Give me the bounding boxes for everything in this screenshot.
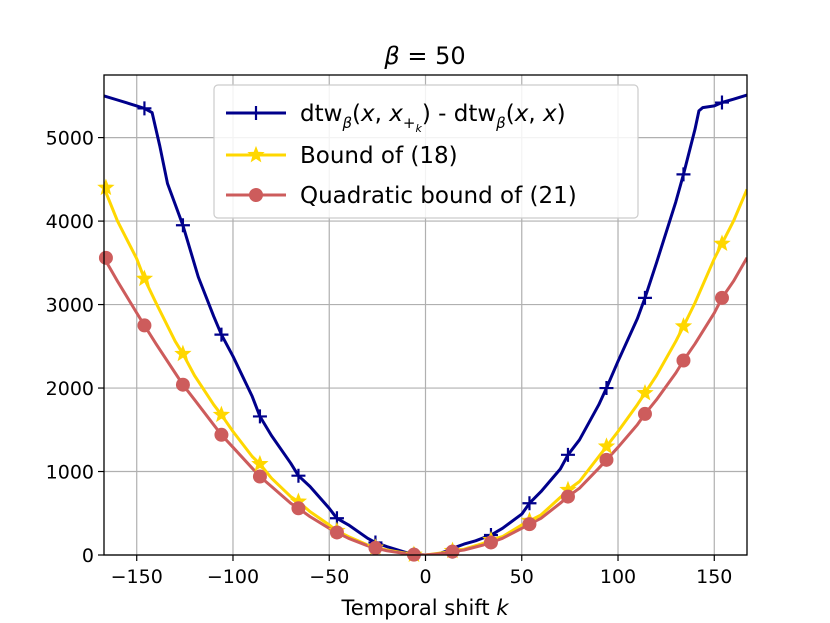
- series-0-point: [522, 496, 537, 511]
- series-2-point: [714, 290, 729, 305]
- x-tick-label: 100: [600, 566, 636, 588]
- series-2-point: [329, 525, 344, 540]
- chart-title: β = 50: [383, 42, 465, 70]
- series-0-point: [637, 290, 652, 305]
- legend-label-part: k: [415, 122, 422, 135]
- series-2-point: [522, 517, 537, 532]
- legend-label-part: +: [403, 114, 416, 132]
- series-0-point: [599, 381, 614, 396]
- series-0-point: [676, 167, 691, 182]
- series-0-point: [214, 327, 229, 342]
- series-0-point: [252, 409, 267, 424]
- legend-label-1: Bound of (18): [300, 143, 458, 169]
- series-2-point: [291, 501, 306, 516]
- series-2-point: [214, 427, 229, 442]
- y-tick-label: 1000: [46, 462, 94, 484]
- x-axis-label-text: Temporal shift: [340, 596, 496, 620]
- y-axis: 0 1000 2000 3000 4000 5000: [46, 128, 104, 567]
- series-2-point: [637, 406, 652, 421]
- x-axis-label: Temporal shift k: [340, 596, 509, 620]
- series-1-point: [636, 383, 654, 401]
- title-symbol: β: [383, 42, 399, 70]
- series-2-point: [445, 544, 460, 559]
- y-tick-label: 5000: [46, 128, 94, 150]
- legend-entries: dtwβ(x, x+k) - dtwβ(x, x)Bound of (18)Qu…: [226, 101, 577, 209]
- series-2-point: [560, 489, 575, 504]
- series-1-point: [97, 178, 115, 196]
- series-2-point: [599, 452, 614, 467]
- legend-marker-1: [247, 145, 265, 163]
- y-tick-label: 2000: [46, 378, 94, 400]
- legend-label-part: (: [352, 101, 361, 127]
- legend-label-part: β: [341, 114, 352, 132]
- x-tick-label: −150: [111, 566, 163, 588]
- y-tick-label: 0: [82, 545, 94, 567]
- legend-label-2: Quadratic bound of (21): [300, 183, 577, 209]
- series-1-point: [713, 234, 731, 252]
- legend-label-part: dtw: [300, 101, 342, 127]
- legend-label-0: dtwβ(x, x+k) - dtwβ(x, x): [300, 101, 566, 135]
- x-axis: −150 −100 −50 0 50 100 150: [111, 555, 732, 588]
- series-2-point: [175, 377, 190, 392]
- legend-box: [213, 84, 639, 219]
- series-1-point: [251, 454, 269, 472]
- legend-label-part: x: [542, 101, 557, 127]
- marker-layer: [97, 95, 731, 563]
- legend-label-part: ,: [375, 101, 390, 127]
- legend-label-part: ,: [528, 101, 543, 127]
- x-tick-label: 0: [419, 566, 431, 588]
- series-1-point: [174, 344, 192, 362]
- series-0-point: [560, 447, 575, 462]
- series-1-point: [212, 405, 231, 423]
- series-2-point: [368, 540, 383, 555]
- legend-label-part: β: [495, 114, 506, 132]
- series-2-point: [137, 318, 152, 333]
- x-tick-label: −50: [309, 566, 349, 588]
- legend-marker-2: [249, 188, 263, 202]
- title-value: = 50: [400, 42, 466, 70]
- series-2-point: [252, 469, 267, 484]
- series-0-point: [137, 101, 152, 116]
- series-2-point: [676, 353, 691, 368]
- series-0-point: [714, 95, 729, 110]
- series-1-point: [135, 269, 154, 287]
- legend-marker-0: [249, 106, 263, 120]
- series-1-point: [674, 317, 693, 334]
- legend-label-part: x: [360, 101, 375, 127]
- legend-label-part: ): [557, 101, 566, 127]
- series-1-point: [597, 437, 616, 454]
- series-0-point: [291, 468, 306, 483]
- x-tick-label: −100: [207, 566, 259, 588]
- legend-label-part: (: [506, 101, 515, 127]
- legend-label-part: x: [388, 101, 403, 127]
- legend: dtwβ(x, x+k) - dtwβ(x, x)Bound of (18)Qu…: [213, 84, 639, 219]
- series-2-point: [483, 535, 498, 550]
- x-tick-label: 50: [510, 566, 534, 588]
- y-tick-label: 4000: [46, 211, 94, 233]
- x-tick-label: 150: [696, 566, 732, 588]
- y-tick-label: 3000: [46, 295, 94, 317]
- legend-label-part: ) - dtw: [422, 101, 496, 127]
- series-0-point: [175, 218, 190, 233]
- legend-label-part: x: [514, 101, 529, 127]
- series-2-point: [98, 250, 113, 265]
- x-axis-label-var: k: [496, 596, 509, 620]
